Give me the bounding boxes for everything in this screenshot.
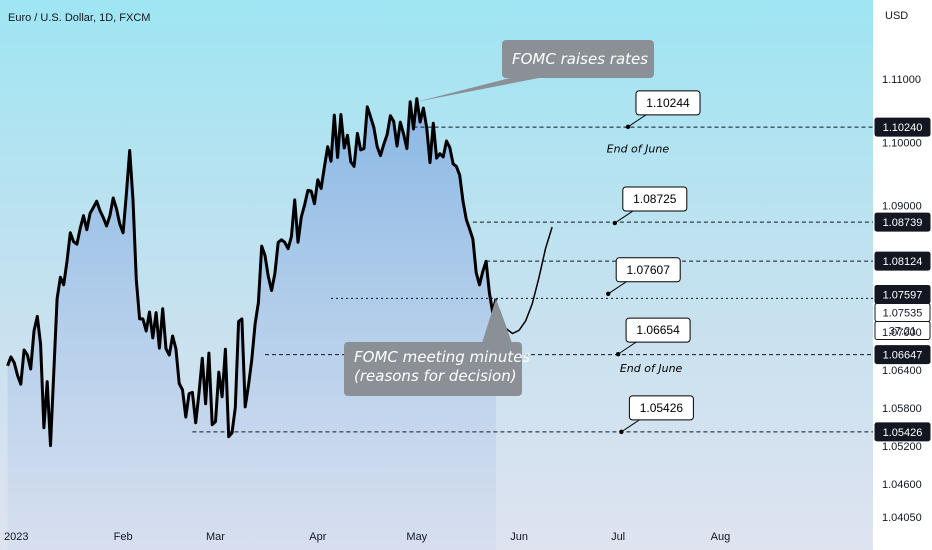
price-series-line[interactable] xyxy=(6,97,498,448)
y-tick-label: 1.07000 xyxy=(882,327,922,339)
currency-label: USD xyxy=(885,10,908,22)
callout-leader xyxy=(627,114,647,128)
callout-label: 1.06654 xyxy=(636,323,680,337)
x-tick-label: Jun xyxy=(510,531,528,543)
x-tick-label: Feb xyxy=(114,531,133,543)
y-tick-label: 1.11000 xyxy=(882,74,921,86)
callout-label: 1.08725 xyxy=(633,192,677,206)
callout-label: 1.05426 xyxy=(640,401,684,415)
level-price-tag xyxy=(874,212,931,232)
y-tick-label: 1.04050 xyxy=(882,512,922,524)
callout-leader xyxy=(621,419,640,433)
callout-leader xyxy=(617,341,637,355)
y-tick-label: 1.09000 xyxy=(882,201,922,213)
note-text: FOMC meeting minutes xyxy=(354,348,530,366)
note-pointer xyxy=(416,77,544,102)
y-tick-label: 1.06400 xyxy=(882,365,922,377)
callout-box[interactable] xyxy=(625,317,691,343)
countdown-label: 37:21 xyxy=(889,325,917,337)
callout-label: 1.07607 xyxy=(627,263,671,277)
x-tick-label: Jul xyxy=(611,531,625,543)
y-tick-label: 1.05800 xyxy=(882,403,922,415)
callout-anchor xyxy=(625,124,631,130)
level-price-label: 1.08739 xyxy=(883,217,923,229)
callout-leader xyxy=(614,210,634,224)
note-pointer xyxy=(482,298,512,343)
callout-anchor xyxy=(615,351,621,357)
note-text: FOMC raises rates xyxy=(512,50,648,68)
chart-title: Euro / U.S. Dollar, 1D, FXCM xyxy=(8,12,150,24)
note-text: (reasons for decision) xyxy=(354,367,517,385)
callout-box[interactable] xyxy=(635,90,701,116)
y-tick-label: 1.04600 xyxy=(882,479,922,491)
x-tick-label: Aug xyxy=(711,531,731,543)
callout-box[interactable] xyxy=(628,395,694,421)
level-price-tag xyxy=(874,251,931,271)
x-tick-label: Apr xyxy=(309,531,326,543)
end-of-june-label: End of June xyxy=(607,142,670,155)
callout-box[interactable] xyxy=(622,186,688,212)
level-price-tag xyxy=(874,345,931,365)
level-price-label: 1.06647 xyxy=(883,350,923,362)
level-price-tag xyxy=(874,117,931,137)
projection-curve xyxy=(498,226,553,335)
x-tick-label: Mar xyxy=(206,531,225,543)
y-tick-label: 1.05200 xyxy=(882,441,922,453)
level-price-label: 1.10240 xyxy=(883,122,923,134)
note-box xyxy=(344,342,522,396)
callout-box[interactable] xyxy=(615,257,681,283)
end-of-june-label: End of June xyxy=(620,362,683,375)
callout-anchor xyxy=(606,291,611,297)
callout-label: 1.10244 xyxy=(646,96,690,110)
price-axis-background xyxy=(873,0,932,550)
level-price-tag xyxy=(874,422,931,442)
note-box xyxy=(502,40,654,78)
series-area xyxy=(7,98,496,550)
countdown-tag xyxy=(874,320,931,340)
level-price-label: 1.08124 xyxy=(883,256,923,268)
callout-leader xyxy=(607,281,627,295)
level-price-label: 1.07535 xyxy=(883,307,923,319)
callout-anchor xyxy=(619,429,624,435)
level-price-label: 1.05426 xyxy=(883,427,923,439)
x-tick-label: 2023 xyxy=(4,531,28,543)
y-tick-label: 1.10000 xyxy=(882,137,922,149)
x-tick-label: May xyxy=(406,531,427,543)
callout-anchor xyxy=(612,220,617,226)
level-price-label: 1.07597 xyxy=(883,289,923,301)
